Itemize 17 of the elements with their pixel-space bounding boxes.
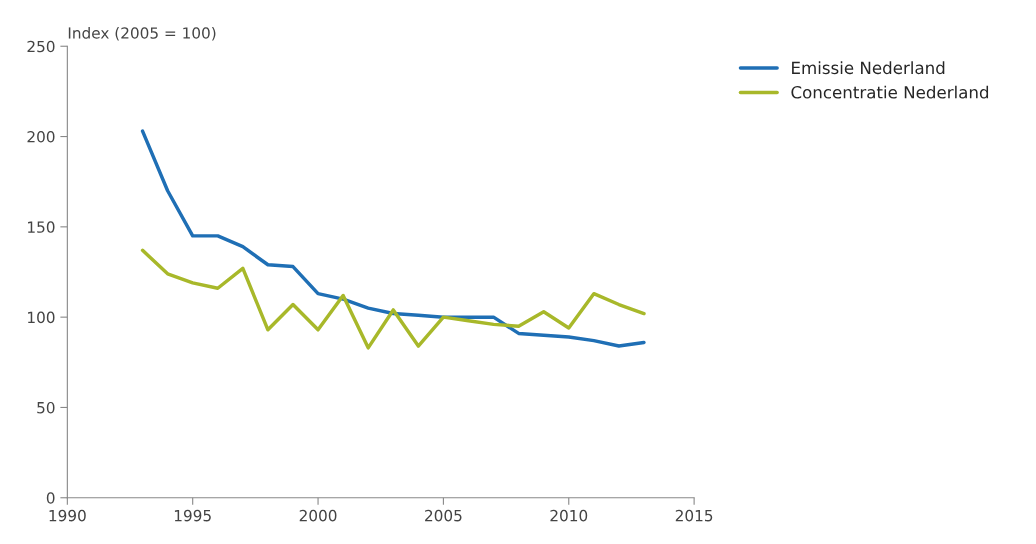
y-tick-label: 250	[27, 40, 55, 53]
x-tick-label: 1995	[174, 509, 211, 522]
y-tick-label: 0	[46, 492, 55, 504]
y-tick-label: 150	[28, 221, 55, 233]
x-tick-label: 2015	[675, 509, 713, 522]
line-series	[140, 129, 646, 348]
x-tick-label: 1990	[49, 509, 86, 522]
x-tick-label: 2000	[299, 509, 337, 522]
y-tick-label: 50	[37, 401, 55, 414]
line-series	[140, 248, 646, 350]
y-axis-title: Index (2005 = 100)	[68, 26, 216, 41]
y-tick-label: 100	[28, 311, 55, 324]
x-tick-label: 2010	[550, 509, 588, 522]
y-tick-label: 200	[27, 131, 55, 143]
legend-label: Emissie Nederland	[792, 61, 945, 75]
x-tick-label: 2005	[425, 509, 462, 522]
legend-label: Concentratie Nederland	[791, 85, 989, 99]
